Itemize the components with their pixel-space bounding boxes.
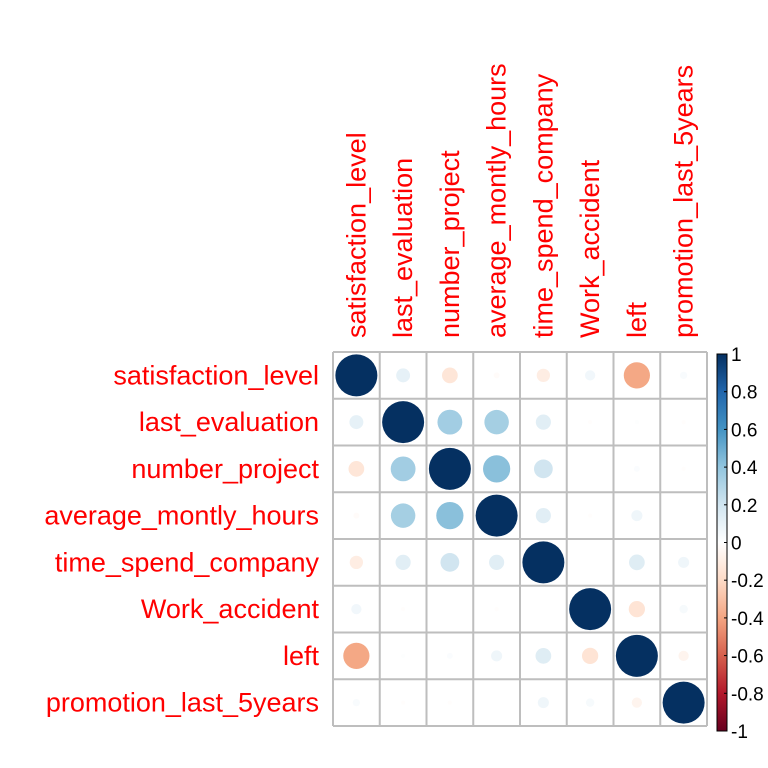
corr-circle-time_spend_company-satisfaction_level <box>349 555 364 570</box>
corr-circle-satisfaction_level-Work_accident <box>584 370 596 381</box>
column-label-time_spend_company: time_spend_company <box>528 73 558 338</box>
colorbar-tick-label: 0.2 <box>731 496 757 517</box>
corr-circle-satisfaction_level-number_project <box>442 367 458 384</box>
corr-circle-left-left <box>615 634 658 677</box>
corr-circle-time_spend_company-number_project <box>440 552 460 572</box>
column-label-satisfaction_level: satisfaction_level <box>341 132 371 338</box>
row-label-promotion_last_5years: promotion_last_5years <box>46 688 319 718</box>
row-label-average_montly_hours: average_montly_hours <box>44 501 319 531</box>
corr-circle-number_project-satisfaction_level <box>348 461 365 477</box>
corr-circle-Work_accident-Work_accident <box>569 588 612 631</box>
corr-circle-left-Work_accident <box>581 647 599 665</box>
colorbar-tick-label: 1 <box>731 345 742 366</box>
corr-circle-time_spend_company-promotion_last_5years <box>678 556 690 568</box>
corr-circle-number_project-last_evaluation <box>390 456 416 482</box>
corr-circle-promotion_last_5years-Work_accident <box>585 698 595 707</box>
corr-circle-number_project-time_spend_company <box>533 459 553 479</box>
colorbar-tick-label: -0.6 <box>731 647 764 668</box>
corr-circle-average_montly_hours-last_evaluation <box>390 503 416 528</box>
corr-circle-left-number_project <box>446 652 453 659</box>
row-label-last_evaluation: last_evaluation <box>139 407 319 437</box>
corr-circle-satisfaction_level-promotion_last_5years <box>679 371 688 380</box>
corr-circle-average_montly_hours-Work_accident <box>588 513 593 518</box>
colorbar-tick-label: 0 <box>731 534 742 555</box>
corr-circle-left-promotion_last_5years <box>678 650 689 662</box>
corr-circle-left-satisfaction_level <box>343 642 370 669</box>
corr-circle-last_evaluation-promotion_last_5years <box>681 420 686 425</box>
corr-circle-left-time_spend_company <box>535 648 552 664</box>
corr-circle-satisfaction_level-satisfaction_level <box>335 354 378 397</box>
corr-circle-number_project-promotion_last_5years <box>681 466 686 471</box>
row-label-time_spend_company: time_spend_company <box>55 547 320 577</box>
corr-circle-average_montly_hours-time_spend_company <box>535 508 551 524</box>
colorbar-tick-label: -0.4 <box>731 609 764 630</box>
corr-circle-time_spend_company-left <box>629 554 645 571</box>
colorbar-tick-label: -0.2 <box>731 571 764 592</box>
colorbar-tick-label: 0.8 <box>731 383 757 404</box>
corr-circle-time_spend_company-last_evaluation <box>395 554 411 570</box>
corr-circle-satisfaction_level-average_montly_hours <box>493 372 500 379</box>
corr-circle-left-last_evaluation <box>401 653 406 658</box>
corr-circle-Work_accident-left <box>628 600 646 618</box>
corr-circle-average_montly_hours-number_project <box>436 502 464 530</box>
corr-circle-promotion_last_5years-satisfaction_level <box>352 698 361 707</box>
row-label-Work_accident: Work_accident <box>141 594 320 624</box>
corr-circle-last_evaluation-last_evaluation <box>382 401 425 444</box>
corr-circle-number_project-left <box>633 465 640 472</box>
corr-circle-last_evaluation-satisfaction_level <box>349 415 364 430</box>
corr-circle-last_evaluation-average_montly_hours <box>484 409 509 435</box>
corr-circle-promotion_last_5years-time_spend_company <box>537 697 549 709</box>
corr-circle-average_montly_hours-left <box>631 510 643 522</box>
column-label-average_montly_hours: average_montly_hours <box>482 63 512 338</box>
colorbar-tick-label: 0.4 <box>731 458 758 479</box>
corr-circle-time_spend_company-time_spend_company <box>522 541 565 584</box>
corr-circle-average_montly_hours-satisfaction_level <box>353 512 360 519</box>
row-label-number_project: number_project <box>131 454 319 484</box>
colorbar-tick-label: -1 <box>731 722 748 743</box>
corr-circle-promotion_last_5years-last_evaluation <box>401 700 406 705</box>
corr-circle-number_project-average_montly_hours <box>483 455 511 483</box>
corr-circle-last_evaluation-time_spend_company <box>535 414 551 430</box>
column-label-promotion_last_5years: promotion_last_5years <box>669 65 699 338</box>
row-label-satisfaction_level: satisfaction_level <box>113 360 319 390</box>
corr-circle-promotion_last_5years-left <box>631 697 643 708</box>
column-label-last_evaluation: last_evaluation <box>388 158 418 338</box>
corr-circle-Work_accident-last_evaluation <box>401 607 406 612</box>
corr-circle-number_project-number_project <box>428 447 471 490</box>
corr-circle-last_evaluation-left <box>634 420 639 425</box>
row-label-left: left <box>283 641 320 671</box>
colorbar-tick-label: -0.8 <box>731 684 764 705</box>
corr-circle-satisfaction_level-left <box>623 362 650 389</box>
corr-circle-time_spend_company-average_montly_hours <box>489 554 505 570</box>
corr-circle-promotion_last_5years-number_project <box>447 700 452 705</box>
corr-circle-satisfaction_level-last_evaluation <box>396 368 411 383</box>
column-label-number_project: number_project <box>435 150 465 338</box>
corr-circle-last_evaluation-number_project <box>437 409 463 435</box>
corr-circle-left-average_montly_hours <box>491 650 503 662</box>
corr-circle-Work_accident-average_montly_hours <box>494 607 499 612</box>
corr-circle-satisfaction_level-time_spend_company <box>536 368 551 383</box>
corr-circle-last_evaluation-Work_accident <box>588 420 593 425</box>
corr-circle-promotion_last_5years-promotion_last_5years <box>662 681 705 724</box>
corr-circle-Work_accident-satisfaction_level <box>351 603 362 615</box>
corr-circle-average_montly_hours-average_montly_hours <box>475 494 518 537</box>
corr-circle-Work_accident-promotion_last_5years <box>679 604 688 614</box>
column-label-left: left <box>622 301 652 338</box>
colorbar-tick-label: 0.6 <box>731 420 757 441</box>
column-label-Work_accident: Work_accident <box>575 159 605 338</box>
